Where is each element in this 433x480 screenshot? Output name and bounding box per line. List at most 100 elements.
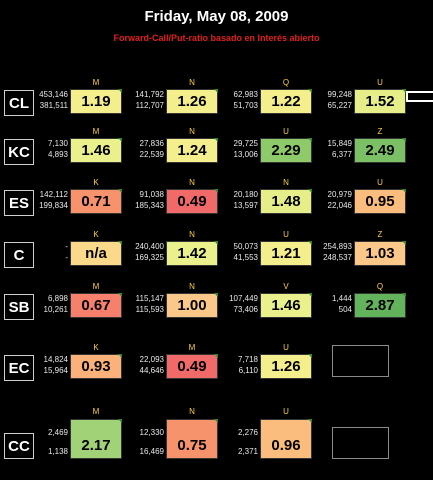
symbol-label[interactable]: CL	[4, 90, 34, 116]
symbol-label[interactable]: CC	[4, 433, 34, 459]
ratio-cell[interactable]: U 99,248 65,227 1.52	[318, 78, 418, 118]
ratio-cell[interactable]: Z 254,893 248,537 1.03	[318, 230, 418, 270]
ratio-cell[interactable]: K 142,112 199,834 0.71	[34, 178, 134, 218]
green-tick-icon	[118, 89, 122, 93]
call-open-interest: -	[65, 242, 68, 251]
ratio-cell[interactable]: U 7,718 6,110 1.26	[224, 343, 324, 383]
ratio-cell[interactable]: M 7,130 4,893 1.46	[34, 127, 134, 167]
call-open-interest: 142,112	[39, 190, 68, 199]
ratio-cell[interactable]: Z 15,849 6,377 2.49	[318, 127, 418, 167]
ratio-cell[interactable]: Q 62,983 51,703 1.22	[224, 78, 324, 118]
call-open-interest: 453,146	[39, 90, 68, 99]
ratio-cell[interactable]: M 453,146 381,511 1.19	[34, 78, 134, 118]
put-open-interest: 6,377	[331, 150, 352, 159]
contract-month: U	[283, 407, 289, 416]
ratio-cell[interactable]: N 240,400 169,325 1.42	[130, 230, 230, 270]
green-tick-icon	[118, 241, 122, 245]
ratio-cell[interactable]: N 12,330 16,469 0.75	[130, 407, 230, 461]
green-tick-icon	[214, 354, 218, 358]
ratio-value: 1.24	[166, 138, 218, 163]
ratio-value: 1.22	[260, 89, 312, 114]
ratio-value: 1.48	[260, 189, 312, 214]
ratio-cell[interactable]: K - - n/a	[34, 230, 134, 270]
ratio-cell[interactable]: M 6,898 10,261 0.67	[34, 282, 134, 322]
green-tick-icon	[308, 138, 312, 142]
contract-month: K	[93, 230, 99, 239]
green-tick-icon	[214, 189, 218, 193]
ratio-cell[interactable]: N 115,147 115,593 1.00	[130, 282, 230, 322]
green-tick-icon	[402, 89, 406, 93]
contract-month: Q	[282, 78, 290, 87]
highlight-outline	[406, 91, 433, 102]
market-row: EC K 14,824 15,964 0.93 M 22,093 44,646 0.49 U 7,7…	[0, 343, 433, 383]
call-open-interest: 27,836	[139, 139, 164, 148]
call-open-interest: 7,718	[237, 355, 258, 364]
symbol-label[interactable]: SB	[4, 294, 34, 320]
contract-month: N	[189, 178, 195, 187]
ratio-cell[interactable]: M 2,469 1,138 2.17	[34, 407, 134, 461]
symbol-label[interactable]: C	[4, 242, 34, 268]
symbol-label[interactable]: KC	[4, 139, 34, 165]
call-open-interest: 240,400	[135, 242, 164, 251]
ratio-cell[interactable]: Q 1,444 504 2.87	[318, 282, 418, 322]
put-open-interest: 51,703	[233, 101, 258, 110]
green-tick-icon	[118, 189, 122, 193]
contract-month: N	[283, 178, 289, 187]
put-open-interest: 185,343	[135, 201, 164, 210]
put-open-interest: 15,964	[43, 366, 68, 375]
green-tick-icon	[402, 293, 406, 297]
ratio-cell[interactable]: N 141,792 112,707 1.26	[130, 78, 230, 118]
call-open-interest: 2,276	[237, 428, 258, 437]
green-tick-icon	[214, 241, 218, 245]
put-open-interest: 248,537	[323, 253, 352, 262]
contract-month: K	[93, 178, 99, 187]
contract-month: N	[189, 282, 195, 291]
put-open-interest: 381,511	[39, 101, 68, 110]
ratio-value: 2.29	[260, 138, 312, 163]
ratio-value: 1.26	[166, 89, 218, 114]
contract-month: Z	[377, 230, 383, 239]
ratio-cell[interactable]: K 14,824 15,964 0.93	[34, 343, 134, 383]
market-row: KC M 7,130 4,893 1.46 N 27,836 22,539 1.24 U 29,72…	[0, 127, 433, 167]
call-open-interest: 99,248	[327, 90, 352, 99]
ratio-value: 1.19	[70, 89, 122, 114]
call-open-interest: 20,180	[233, 190, 258, 199]
symbol-label[interactable]: ES	[4, 190, 34, 216]
put-open-interest: 44,646	[139, 366, 164, 375]
ratio-value: 0.71	[70, 189, 122, 214]
symbol-label[interactable]: EC	[4, 355, 34, 381]
market-row: CL M 453,146 381,511 1.19 N 141,792 112,707 1.26…	[0, 78, 433, 118]
ratio-cell[interactable]: N 20,180 13,597 1.48	[224, 178, 324, 218]
ratio-cell[interactable]: V 107,449 73,406 1.46	[224, 282, 324, 322]
contract-month: V	[283, 282, 289, 291]
green-tick-icon	[308, 241, 312, 245]
call-open-interest: 14,824	[43, 355, 68, 364]
ratio-cell[interactable]: U 20,979 22,046 0.95	[318, 178, 418, 218]
contract-month: U	[377, 78, 383, 87]
put-open-interest: 22,539	[139, 150, 164, 159]
green-tick-icon	[308, 293, 312, 297]
green-tick-icon	[308, 354, 312, 358]
green-tick-icon	[214, 419, 218, 423]
ratio-cell[interactable]: N 91,038 185,343 0.49	[130, 178, 230, 218]
put-open-interest: 22,046	[327, 201, 352, 210]
ratio-cell[interactable]: U 2,276 2,371 0.96	[224, 407, 324, 461]
ratio-cell[interactable]: M 22,093 44,646 0.49	[130, 343, 230, 383]
green-tick-icon	[308, 419, 312, 423]
green-tick-icon	[214, 138, 218, 142]
call-open-interest: 107,449	[229, 294, 258, 303]
contract-month: U	[377, 178, 383, 187]
contract-month: N	[189, 407, 195, 416]
green-tick-icon	[118, 293, 122, 297]
green-tick-icon	[308, 89, 312, 93]
ratio-value: 0.49	[166, 354, 218, 379]
ratio-cell[interactable]: U 29,725 13,006 2.29	[224, 127, 324, 167]
ratio-cell[interactable]: U 50,073 41,553 1.21	[224, 230, 324, 270]
call-open-interest: 91,038	[139, 190, 164, 199]
ratio-cell[interactable]: N 27,836 22,539 1.24	[130, 127, 230, 167]
call-open-interest: 1,444	[331, 294, 352, 303]
call-open-interest: 254,893	[323, 242, 352, 251]
put-open-interest: -	[65, 253, 68, 262]
put-open-interest: 6,110	[238, 366, 258, 375]
put-open-interest: 13,006	[233, 150, 258, 159]
